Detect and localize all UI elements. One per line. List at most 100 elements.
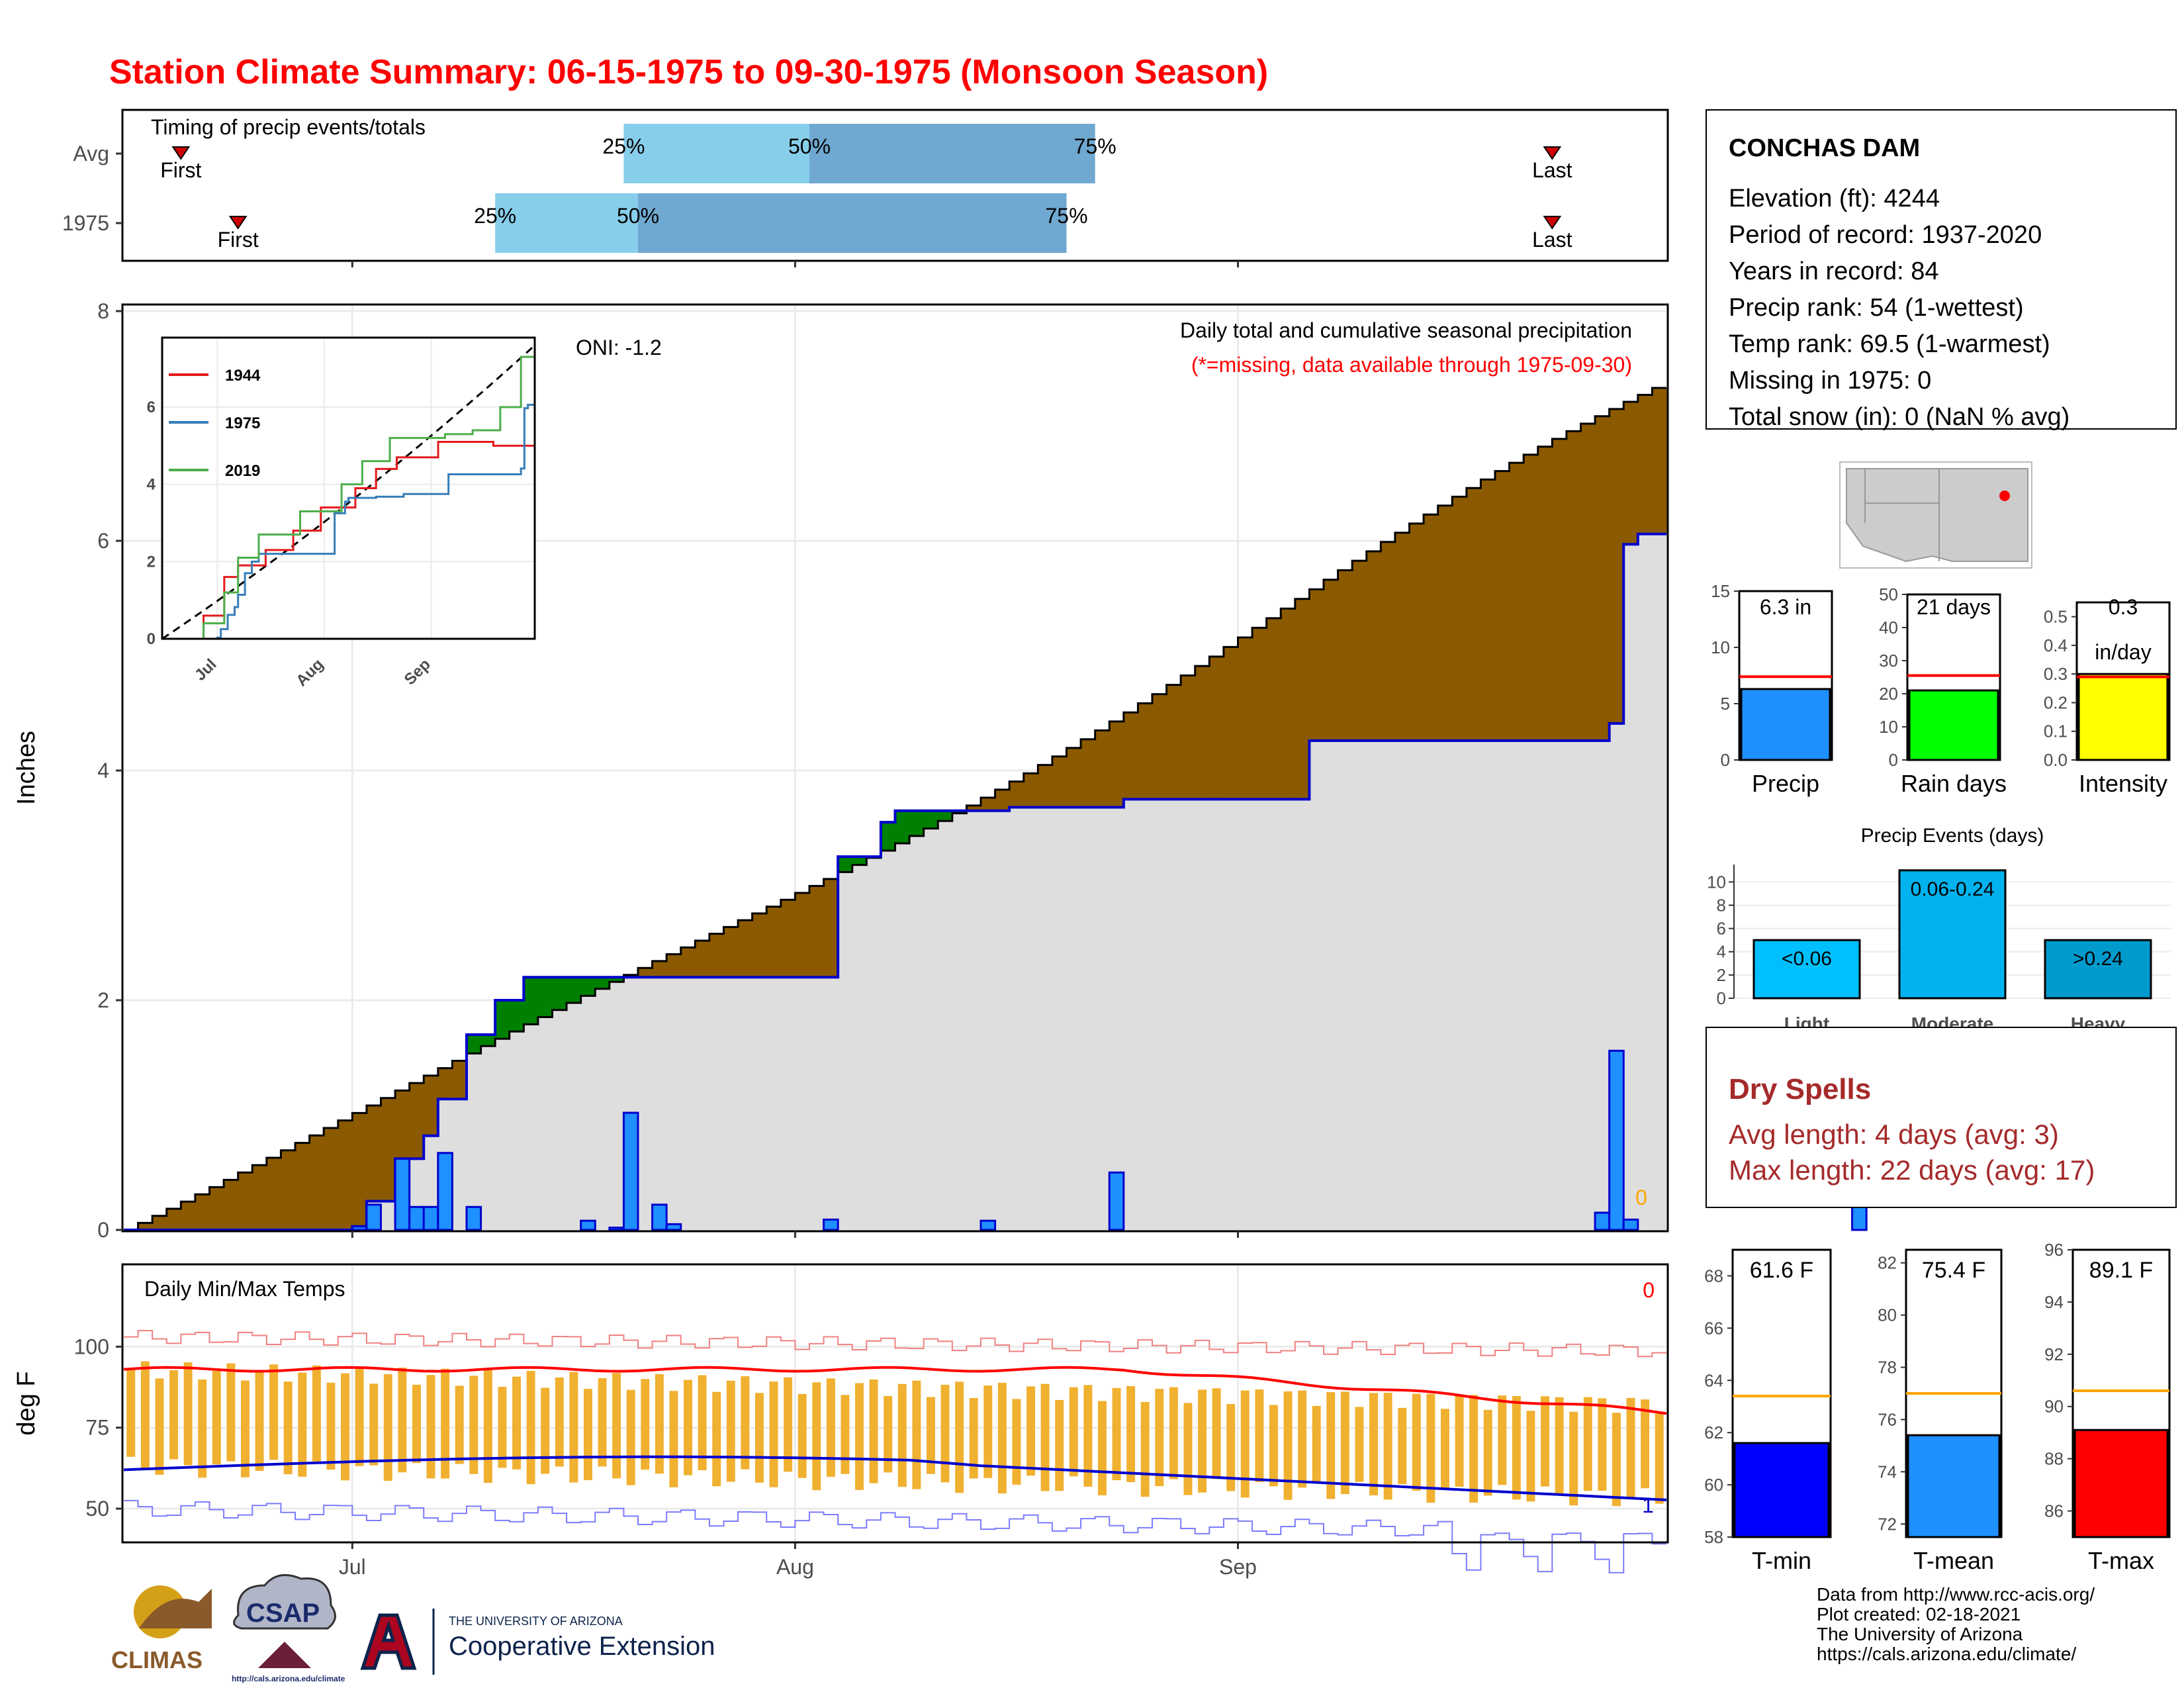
locator-map [1839,461,2032,569]
summary-bar-label: Rain days [1901,770,2007,797]
summary-bar-tick-label: 30 [1879,651,1898,671]
timing-bar-50-75 [638,193,1067,253]
temp-summary-bar-T-min [1733,1442,1830,1538]
temp-summary-tick-label: 58 [1704,1527,1723,1547]
precip-anomaly-fill [1366,551,1381,741]
temp-summary-tick-label: 90 [2044,1397,2064,1417]
timing-panel: Timing of precip events/totals 25% 50% 75%… [62,109,1669,262]
temp-daily-bar [583,1389,592,1481]
summary-bar-value: 0.3 [2109,595,2138,619]
temp-daily-bar [641,1379,650,1470]
temp-daily-bar [784,1377,793,1472]
temp-x-tick-label: Sep [1219,1555,1257,1579]
precip-y-tick-label: 0 [97,1218,109,1242]
precip-anomaly-fill [1009,781,1024,808]
precip-anomaly-fill [1324,579,1339,741]
precip-anomaly-fill [1023,773,1038,808]
precip-anomaly-fill [1038,765,1053,808]
temp-daily-bar [1026,1386,1036,1476]
summary-bar-tick-label: 10 [1711,637,1730,657]
precip-1975-area [124,534,1666,1230]
summary-bar-tick-label: 0.4 [2044,635,2068,655]
precip-anomaly-fill [1609,408,1624,724]
temp-panel-title: Daily Min/Max Temps [144,1277,345,1301]
footer-credit-line: https://cals.arizona.edu/climate/ [1817,1644,2076,1664]
timing-row-label: 1975 [62,211,109,235]
precip-anomaly-fill [537,977,553,1017]
summary-bar-tick-label: 0.5 [2044,607,2068,627]
precip-daily-bar [1108,1171,1125,1231]
precip-frame-outline [121,303,1669,1233]
precip-anomaly-fill [995,789,1010,811]
summary-bar-Rain days [1908,689,1999,761]
temp-summary-value: 75.4 F [1922,1258,1985,1283]
precip-anomaly-fill [467,1035,482,1054]
precip-event-bar-Moderate [1898,869,2007,1000]
precip-events-title: Precip Events (days) [1861,825,2044,847]
temp-daily-bar [183,1362,193,1466]
precip-anomaly-fill [1123,712,1139,800]
temp-daily-bar [612,1373,621,1479]
temp-daily-bar [1469,1395,1479,1503]
temp-daily-bar [1641,1399,1650,1489]
precip-anomaly-fill [880,822,896,851]
temp-daily-bar [155,1378,164,1475]
precip-event-bar-Heavy [2044,939,2152,1000]
summary-bar-tick-label: 0.1 [2044,722,2068,741]
temp-frame-outline [121,1263,1669,1544]
temp-daily-bar [712,1391,721,1487]
temp-daily-bar [526,1370,535,1485]
events-tick-label: 2 [1717,965,1726,985]
temp-y-tick-label: 50 [85,1497,109,1521]
precip-daily-bar [1594,1211,1611,1231]
precip-anomaly-fill [852,857,867,865]
station-info-line: Total snow (in): 0 (NaN % avg) [1729,403,2070,431]
precip-anomaly-fill [1281,608,1296,800]
precip-anomaly-fill [324,1127,339,1230]
precip-anomaly-fill [609,977,625,982]
precip-subtitle: Daily total and cumulative seasonal prec… [1180,318,1632,342]
precip-anomaly-fill [181,1201,196,1230]
temp-daily-bar [469,1376,478,1474]
temp-daily-bar [140,1361,150,1470]
precip-anomaly-fill [1252,628,1267,800]
footer-credit-line: Data from http://www.rcc-acis.org/ [1817,1584,2095,1605]
precip-anomaly-fill [1394,532,1410,741]
summary-bar-value-unit: in/day [2095,640,2151,664]
precip-anomaly-fill [1338,570,1353,741]
precip-daily-bar [437,1152,453,1231]
temp-summary-tick-label: 82 [1878,1253,1897,1273]
timing-bar-50-75 [809,124,1095,183]
timing-first-label: First [160,158,201,182]
precip-anomaly-fill [338,1120,353,1230]
events-tick-label: 8 [1717,895,1726,915]
temp-daily-bar [926,1397,935,1474]
station-name: CONCHAS DAM [1729,134,1920,162]
temp-daily-bar [412,1384,421,1464]
station-info-line: Period of record: 1937-2020 [1729,221,2042,249]
precip-anomaly-fill [1595,416,1610,741]
temp-daily-bar [455,1385,464,1464]
temp-summary-tick-label: 76 [1878,1409,1897,1429]
precip-anomaly-fill [1509,463,1524,741]
temp-daily-bar [226,1363,236,1462]
temp-daily-bar [1383,1392,1392,1500]
temp-daily-bar [869,1379,878,1483]
precip-anomaly-fill [1266,618,1281,800]
temp-daily-bar [983,1385,993,1478]
precip-anomaly-fill [1109,721,1124,808]
csap-logo-cloud [233,1573,336,1630]
footer-credits: Data from http://www.rcc-acis.org/Plot c… [1817,1584,2095,1664]
temp-daily-bar [569,1372,578,1483]
summary-bar-label: Precip [1752,770,1819,797]
precip-anomaly-fill [1637,395,1653,534]
temp-daily-bar [1369,1393,1379,1496]
station-info-line: Missing in 1975: 0 [1729,367,1931,395]
summary-bar-tick-label: 15 [1711,581,1730,601]
temp-y-tick-label: 100 [74,1335,109,1358]
temp-daily-bar [754,1393,764,1483]
precip-daily-bar [823,1218,839,1231]
precip-anomaly-fill [195,1194,210,1230]
temp-daily-bar [398,1368,407,1473]
